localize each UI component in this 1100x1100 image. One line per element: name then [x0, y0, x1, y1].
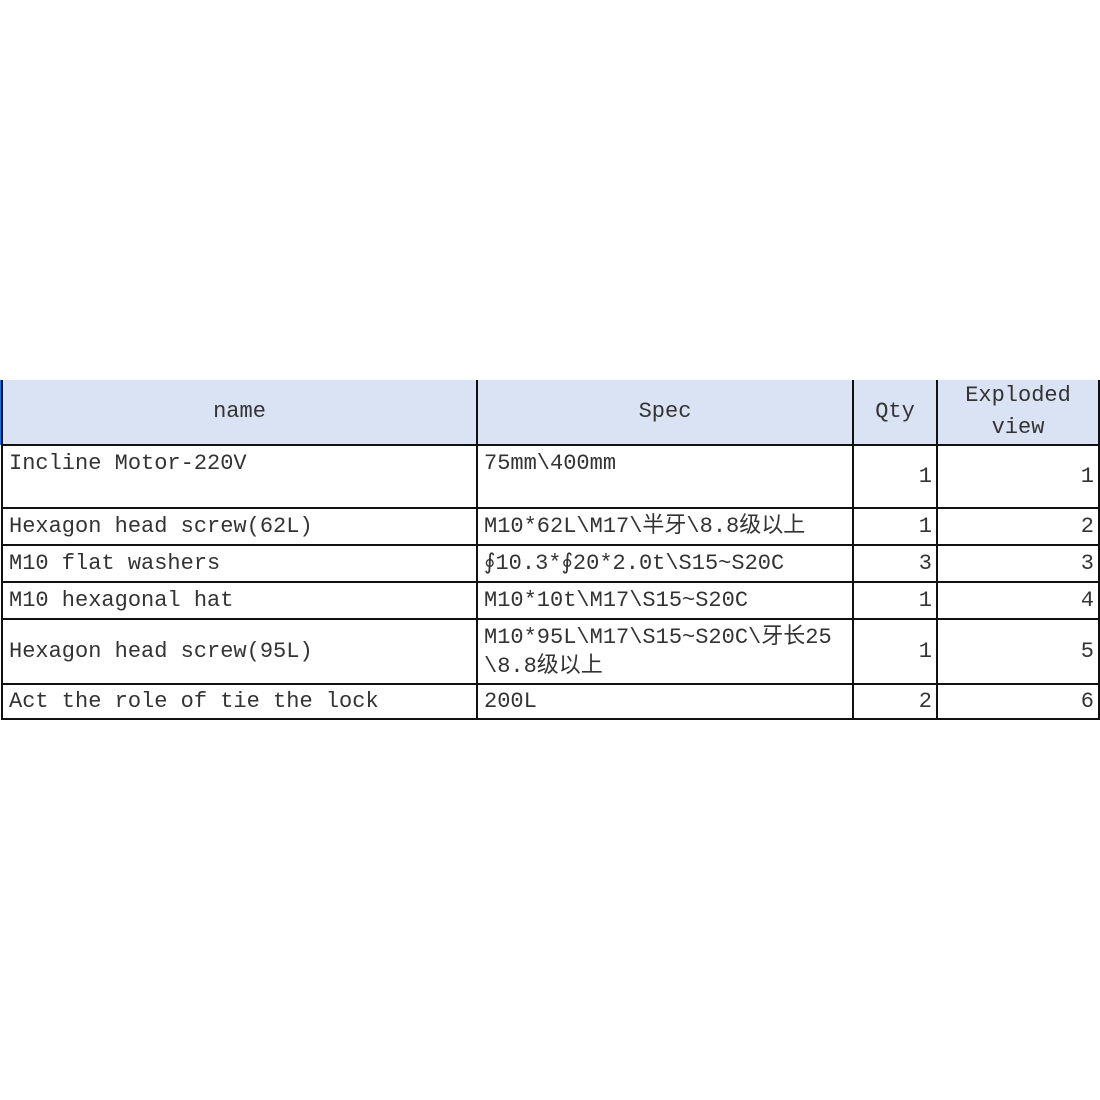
cell-name[interactable]: Act the role of tie the lock — [1, 683, 478, 720]
cell-qty[interactable]: 1 — [852, 507, 938, 546]
header-qty[interactable]: Qty — [852, 380, 938, 446]
header-spec[interactable]: Spec — [476, 380, 854, 446]
table-row: M10 hexagonal hat M10*10t\M17\S15~S20C 1… — [1, 581, 1100, 620]
cell-name[interactable]: Incline Motor-220V — [1, 444, 478, 509]
cell-qty[interactable]: 3 — [852, 544, 938, 583]
table-row: M10 flat washers ∮10.3*∮20*2.0t\S15~S20C… — [1, 544, 1100, 583]
header-row: name Spec Qty Exploded view — [1, 380, 1100, 446]
table-row: Incline Motor-220V 75mm\400mm 1 1 — [1, 444, 1100, 509]
cell-exploded-view[interactable]: 6 — [936, 683, 1100, 720]
cell-spec[interactable]: ∮10.3*∮20*2.0t\S15~S20C — [476, 544, 854, 583]
cell-exploded-view[interactable]: 4 — [936, 581, 1100, 620]
cell-name[interactable]: Hexagon head screw(62L) — [1, 507, 478, 546]
cell-qty[interactable]: 2 — [852, 683, 938, 720]
cell-name[interactable]: M10 flat washers — [1, 544, 478, 583]
cell-exploded-view[interactable]: 2 — [936, 507, 1100, 546]
cell-spec[interactable]: 200L — [476, 683, 854, 720]
cell-exploded-view[interactable]: 1 — [936, 444, 1100, 509]
cell-qty[interactable]: 1 — [852, 444, 938, 509]
cell-spec[interactable]: M10*10t\M17\S15~S20C — [476, 581, 854, 620]
cell-name[interactable]: M10 hexagonal hat — [1, 581, 478, 620]
parts-table: name Spec Qty Exploded view Incline Moto… — [1, 380, 1100, 720]
cell-name[interactable]: Hexagon head screw(95L) — [1, 618, 478, 685]
cell-spec[interactable]: M10*95L\M17\S15~S20C\牙长25\8.8级以上 — [476, 618, 854, 685]
header-exploded-view[interactable]: Exploded view — [936, 380, 1100, 446]
cell-qty[interactable]: 1 — [852, 618, 938, 685]
table-row: Hexagon head screw(95L) M10*95L\M17\S15~… — [1, 618, 1100, 685]
cell-exploded-view[interactable]: 5 — [936, 618, 1100, 685]
cell-exploded-view[interactable]: 3 — [936, 544, 1100, 583]
table-row: Act the role of tie the lock 200L 2 6 — [1, 683, 1100, 720]
cell-spec[interactable]: M10*62L\M17\半牙\8.8级以上 — [476, 507, 854, 546]
table-row: Hexagon head screw(62L) M10*62L\M17\半牙\8… — [1, 507, 1100, 546]
header-name[interactable]: name — [1, 380, 478, 446]
cell-qty[interactable]: 1 — [852, 581, 938, 620]
cell-spec[interactable]: 75mm\400mm — [476, 444, 854, 509]
